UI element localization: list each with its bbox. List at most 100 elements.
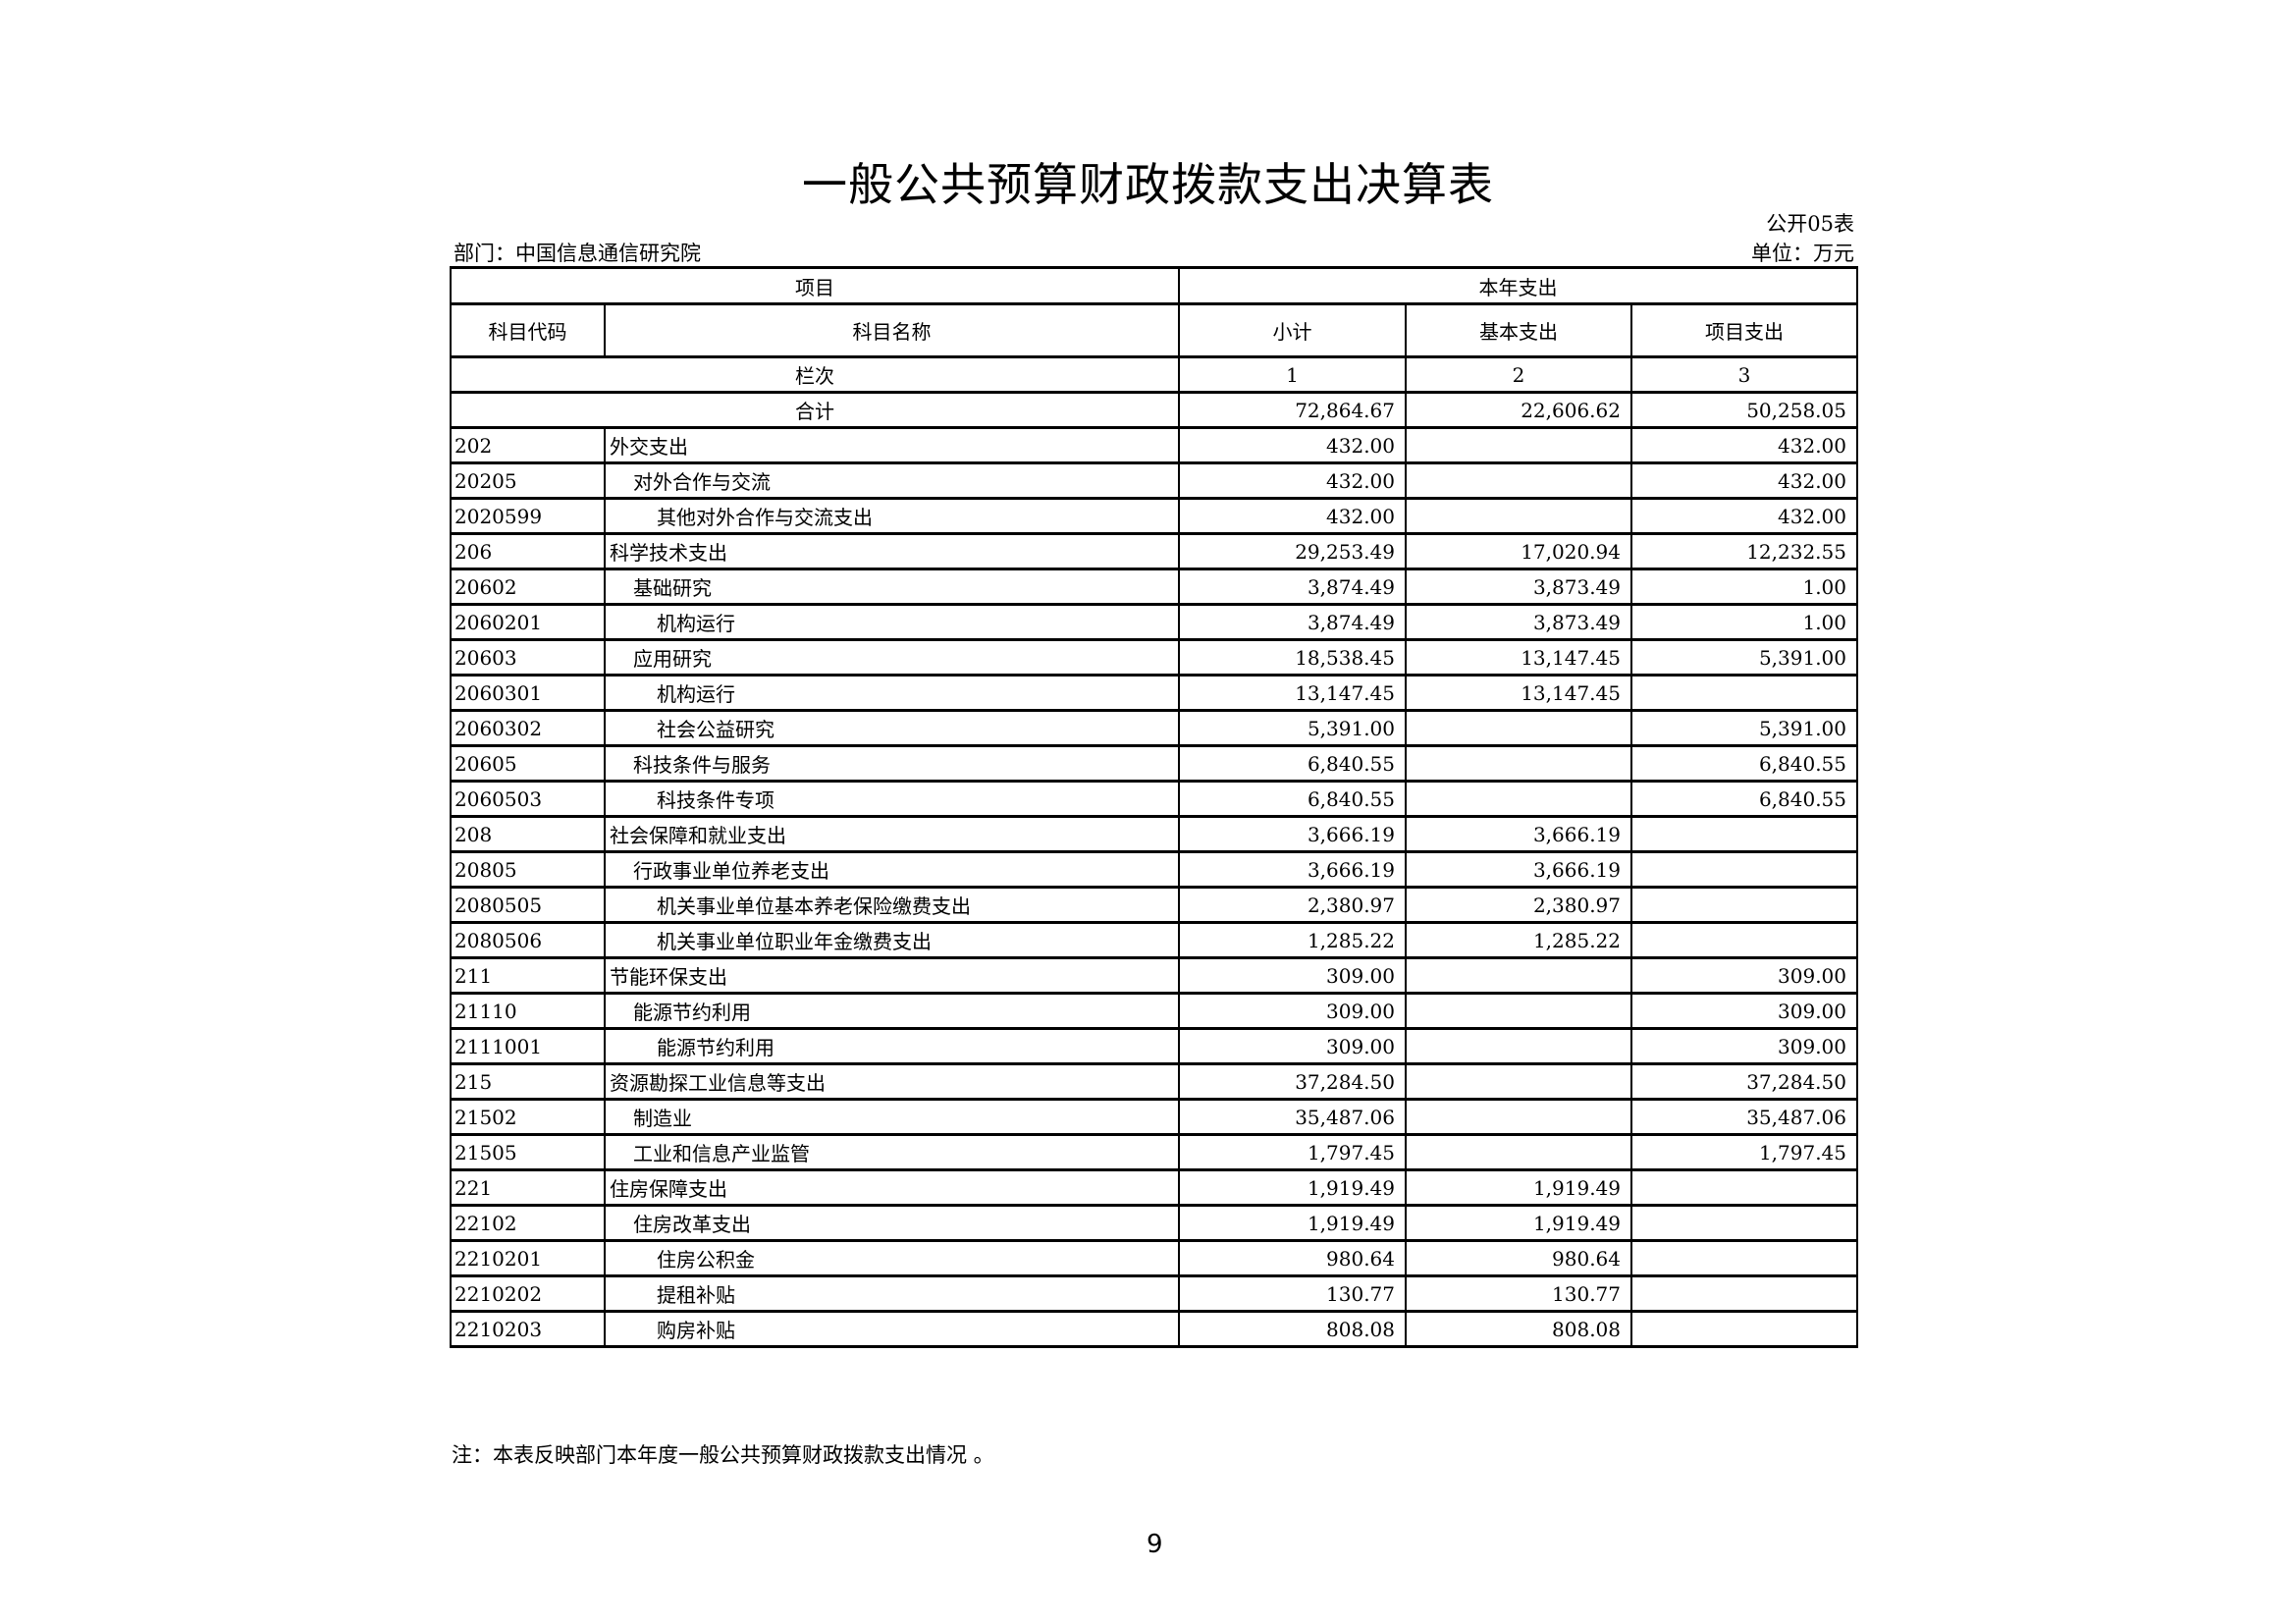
row-subtotal: 6,840.55 [1178, 744, 1407, 783]
header-basic: 基本支出 [1405, 302, 1632, 358]
table-row: 21110 能源节约利用 309.00 309.00 [450, 992, 1858, 1030]
table-row: 22102 住房改革支出 1,919.49 1,919.49 [450, 1204, 1858, 1242]
table-row: 2060503 科技条件专项 6,840.55 6,840.55 [450, 780, 1858, 818]
row-basic: 13,147.45 [1405, 638, 1632, 677]
expenditure-table: 项目 本年支出 科目代码 科目名称 小计 基本支出 项目支出 栏次 1 2 3 … [450, 266, 1858, 1348]
row-project [1630, 921, 1858, 959]
row-code: 2060302 [450, 709, 606, 747]
column-order-1: 1 [1178, 355, 1407, 394]
table-row: 2080506 机关事业单位职业年金缴费支出 1,285.22 1,285.22 [450, 921, 1858, 959]
row-project: 12,232.55 [1630, 532, 1858, 570]
row-name: 其他对外合作与交流支出 [604, 497, 1180, 535]
row-name: 行政事业单位养老支出 [604, 850, 1180, 889]
row-basic [1405, 1027, 1632, 1065]
row-code: 2060201 [450, 603, 606, 641]
total-subtotal: 72,864.67 [1178, 391, 1407, 429]
row-name: 外交支出 [604, 426, 1180, 464]
table-row: 20805 行政事业单位养老支出 3,666.19 3,666.19 [450, 850, 1858, 889]
row-code: 20805 [450, 850, 606, 889]
row-code: 2210202 [450, 1274, 606, 1313]
row-code: 21110 [450, 992, 606, 1030]
row-name: 社会公益研究 [604, 709, 1180, 747]
row-name: 机构运行 [604, 674, 1180, 712]
table-row: 2210203 购房补贴 808.08 808.08 [450, 1310, 1858, 1348]
header-row-2: 科目代码 科目名称 小计 基本支出 项目支出 [450, 302, 1858, 358]
row-basic: 3,666.19 [1405, 815, 1632, 853]
page-title: 一般公共预算财政拨款支出决算表 [802, 158, 1494, 211]
row-subtotal: 35,487.06 [1178, 1098, 1407, 1136]
row-name: 对外合作与交流 [604, 461, 1180, 500]
row-name: 机关事业单位基本养老保险缴费支出 [604, 886, 1180, 924]
row-project [1630, 850, 1858, 889]
row-basic [1405, 956, 1632, 995]
row-project: 309.00 [1630, 1027, 1858, 1065]
row-basic: 17,020.94 [1405, 532, 1632, 570]
row-name: 工业和信息产业监管 [604, 1133, 1180, 1171]
table-row: 202 外交支出 432.00 432.00 [450, 426, 1858, 464]
table-row: 21502 制造业 35,487.06 35,487.06 [450, 1098, 1858, 1136]
table-row: 208 社会保障和就业支出 3,666.19 3,666.19 [450, 815, 1858, 853]
row-subtotal: 130.77 [1178, 1274, 1407, 1313]
row-code: 2210203 [450, 1310, 606, 1348]
row-subtotal: 13,147.45 [1178, 674, 1407, 712]
row-basic: 3,873.49 [1405, 603, 1632, 641]
row-project [1630, 1204, 1858, 1242]
table-row: 2111001 能源节约利用 309.00 309.00 [450, 1027, 1858, 1065]
row-project: 309.00 [1630, 992, 1858, 1030]
form-number: 公开05表 [1766, 212, 1854, 236]
row-subtotal: 2,380.97 [1178, 886, 1407, 924]
row-project: 432.00 [1630, 497, 1858, 535]
row-subtotal: 29,253.49 [1178, 532, 1407, 570]
row-basic [1405, 497, 1632, 535]
row-project [1630, 1239, 1858, 1277]
row-name: 能源节约利用 [604, 1027, 1180, 1065]
total-project: 50,258.05 [1630, 391, 1858, 429]
row-project: 1.00 [1630, 568, 1858, 606]
table-row: 20602 基础研究 3,874.49 3,873.49 1.00 [450, 568, 1858, 606]
row-name: 机关事业单位职业年金缴费支出 [604, 921, 1180, 959]
table-row: 20603 应用研究 18,538.45 13,147.45 5,391.00 [450, 638, 1858, 677]
row-subtotal: 3,666.19 [1178, 850, 1407, 889]
total-label: 合计 [450, 391, 1180, 429]
row-code: 2060301 [450, 674, 606, 712]
row-basic: 1,919.49 [1405, 1168, 1632, 1207]
row-name: 节能环保支出 [604, 956, 1180, 995]
row-code: 2060503 [450, 780, 606, 818]
page-number: 9 [1147, 1530, 1163, 1559]
row-basic: 130.77 [1405, 1274, 1632, 1313]
header-code: 科目代码 [450, 302, 606, 358]
row-name: 住房公积金 [604, 1239, 1180, 1277]
header-project: 项目 [450, 266, 1180, 305]
row-project: 37,284.50 [1630, 1062, 1858, 1101]
row-project [1630, 1168, 1858, 1207]
row-basic: 2,380.97 [1405, 886, 1632, 924]
header-name: 科目名称 [604, 302, 1180, 358]
row-subtotal: 1,919.49 [1178, 1168, 1407, 1207]
row-project [1630, 674, 1858, 712]
row-basic [1405, 744, 1632, 783]
row-subtotal: 980.64 [1178, 1239, 1407, 1277]
row-subtotal: 309.00 [1178, 992, 1407, 1030]
row-project: 5,391.00 [1630, 638, 1858, 677]
row-code: 20603 [450, 638, 606, 677]
total-basic: 22,606.62 [1405, 391, 1632, 429]
row-name: 提租补贴 [604, 1274, 1180, 1313]
row-project: 432.00 [1630, 426, 1858, 464]
column-order-row: 栏次 1 2 3 [450, 355, 1858, 394]
row-subtotal: 1,285.22 [1178, 921, 1407, 959]
row-basic [1405, 1062, 1632, 1101]
row-subtotal: 3,666.19 [1178, 815, 1407, 853]
row-subtotal: 5,391.00 [1178, 709, 1407, 747]
row-code: 20602 [450, 568, 606, 606]
table-row: 206 科学技术支出 29,253.49 17,020.94 12,232.55 [450, 532, 1858, 570]
row-basic: 13,147.45 [1405, 674, 1632, 712]
table-row: 2020599 其他对外合作与交流支出 432.00 432.00 [450, 497, 1858, 535]
unit-label: 单位：万元 [1751, 242, 1854, 265]
row-name: 科技条件专项 [604, 780, 1180, 818]
row-subtotal: 808.08 [1178, 1310, 1407, 1348]
row-name: 社会保障和就业支出 [604, 815, 1180, 853]
row-basic [1405, 1098, 1632, 1136]
table-row: 2060302 社会公益研究 5,391.00 5,391.00 [450, 709, 1858, 747]
row-code: 2210201 [450, 1239, 606, 1277]
row-basic: 1,919.49 [1405, 1204, 1632, 1242]
